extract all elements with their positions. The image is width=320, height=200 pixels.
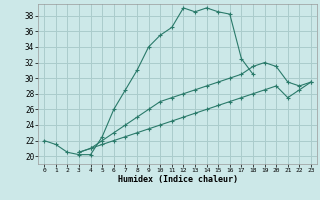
X-axis label: Humidex (Indice chaleur): Humidex (Indice chaleur) — [118, 175, 238, 184]
